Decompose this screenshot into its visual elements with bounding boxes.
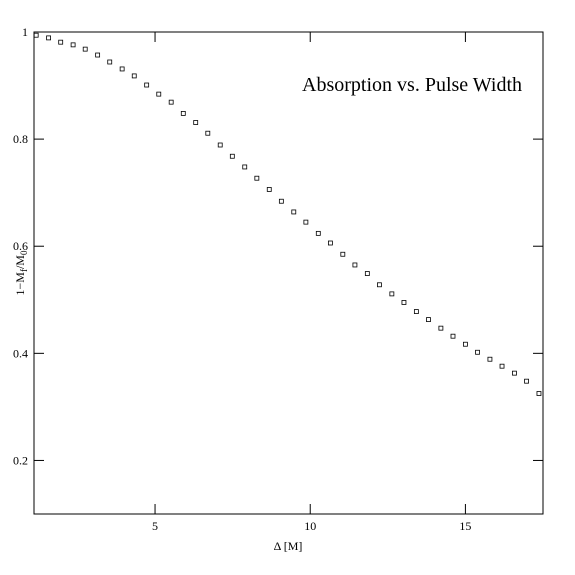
point (205, 130, 211, 136)
x-tick-label: 10 (304, 519, 316, 533)
point (46, 35, 51, 41)
point (413, 309, 419, 314)
y-tick-label: 0.8 (13, 132, 28, 146)
point (291, 209, 297, 215)
point (303, 219, 309, 225)
point (389, 291, 395, 297)
x-tick-label: 15 (459, 519, 471, 533)
y-axis-label: 1−Mf/M0 (13, 250, 29, 295)
point (242, 164, 248, 170)
point (156, 91, 162, 97)
point (95, 52, 101, 58)
point (266, 187, 272, 192)
x-axis-label: Δ [M] (274, 539, 303, 553)
point (536, 391, 542, 396)
point (168, 99, 174, 105)
point (217, 142, 223, 148)
point (278, 198, 284, 204)
y-tick-label: 0.6 (13, 239, 28, 253)
point (70, 42, 76, 48)
point (438, 325, 444, 331)
point (401, 300, 407, 305)
point (327, 240, 333, 246)
point (107, 59, 113, 65)
point (475, 349, 480, 355)
point (144, 82, 150, 88)
point (131, 73, 137, 79)
y-label-part: 1−M (13, 272, 27, 296)
point (524, 378, 529, 384)
point (315, 230, 321, 236)
point (352, 262, 358, 268)
y-tick-label: 0.4 (13, 346, 28, 360)
point (377, 282, 382, 288)
point (33, 32, 39, 38)
point (512, 370, 517, 376)
point (450, 333, 456, 339)
point (254, 175, 260, 181)
point (193, 120, 199, 125)
point (364, 271, 370, 276)
point (229, 153, 235, 159)
point (119, 66, 125, 72)
y-tick-label: 0.2 (13, 453, 28, 467)
point (426, 317, 431, 322)
point (82, 46, 88, 52)
y-label-sub: 0 (19, 250, 29, 255)
y-tick-label: 1 (22, 25, 28, 39)
chart-title: Absorption vs. Pulse Width (302, 74, 522, 96)
x-tick-label: 5 (152, 519, 158, 533)
point (463, 341, 468, 347)
point (58, 39, 64, 45)
plot-frame (33, 31, 544, 515)
y-label-part: /M (13, 255, 27, 269)
point (180, 111, 186, 116)
point (499, 363, 505, 369)
point (340, 251, 346, 257)
point (487, 356, 493, 362)
y-label-sub: f (19, 269, 29, 272)
